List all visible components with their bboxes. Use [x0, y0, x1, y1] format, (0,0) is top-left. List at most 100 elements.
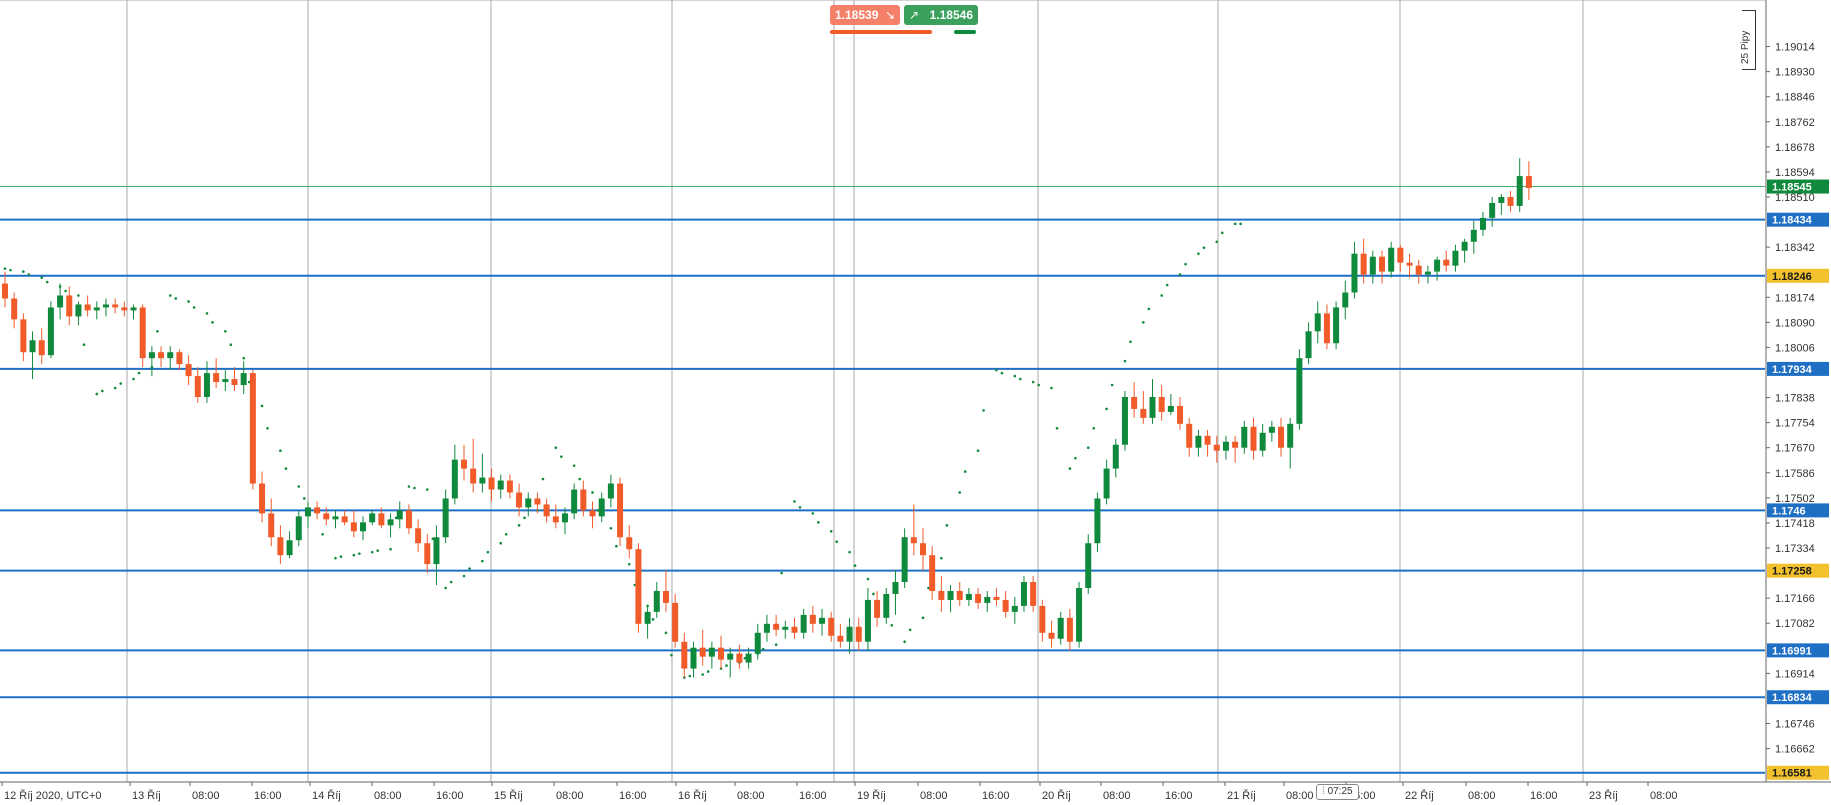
candle-body — [1287, 423, 1294, 448]
candle-body — [1305, 331, 1312, 359]
level-price-tag-bg — [1767, 503, 1829, 518]
sar-dot — [596, 509, 600, 512]
candle-body — [901, 537, 908, 583]
level-price-tag: 1.16991 — [1772, 645, 1812, 657]
sar-dot — [982, 409, 985, 412]
candle-body — [259, 483, 266, 514]
sar-dot — [242, 356, 245, 360]
time-tick-label: 16:00 — [1530, 790, 1558, 802]
candle-body — [387, 519, 394, 526]
candle-body — [993, 596, 1000, 600]
candle-body — [626, 537, 633, 550]
candle-body — [1131, 396, 1138, 409]
sar-dot — [793, 500, 796, 503]
candle-body — [1489, 202, 1496, 218]
candle-body — [148, 352, 155, 359]
sar-dot — [1147, 307, 1151, 311]
price-tick-label: 1.18174 — [1775, 292, 1815, 304]
time-tick-label: 20 Říj — [1042, 789, 1071, 802]
price-axis: 1.19014 1.18930 1.18846 1.18762 1.18678 1.185… — [1766, 42, 1815, 756]
bid-button[interactable]: 1.18539 ↘ — [830, 5, 900, 25]
sar-dot — [1184, 262, 1187, 266]
scale-note-label: 25 Pipy — [1740, 30, 1751, 64]
arrow-up-right-icon: ↗ — [909, 8, 920, 22]
candle-body — [1360, 253, 1367, 275]
time-tick-label: 22 Říj — [1405, 789, 1434, 802]
candle-body — [369, 513, 376, 523]
sar-dot — [224, 330, 227, 333]
price-tick-label: 1.18006 — [1775, 342, 1815, 354]
level-price-tag-bg — [1767, 212, 1829, 227]
candle-body — [864, 599, 871, 642]
sar-dot — [284, 467, 288, 470]
candle-body — [350, 522, 357, 532]
candle-body — [1406, 262, 1413, 266]
bid-price: 1.18539 — [835, 8, 879, 22]
candle-body — [525, 498, 532, 508]
sar-dot — [27, 273, 31, 276]
sar-dot — [780, 571, 783, 575]
candle-body — [1048, 632, 1055, 639]
crosshair-time-label: ⁞ 07:25 — [1316, 784, 1359, 800]
sar-dot — [541, 477, 545, 481]
candle-body — [672, 602, 679, 642]
candle-body — [1434, 259, 1441, 272]
sar-dot — [945, 524, 949, 527]
level-price-tag: 1.1746 — [1772, 505, 1806, 517]
price-tick-label: 1.17082 — [1775, 618, 1815, 630]
sar-dot — [829, 529, 833, 533]
sar-dot — [119, 382, 122, 385]
sar-dot — [95, 392, 99, 396]
candle-body — [1186, 423, 1193, 448]
sar-dot — [279, 449, 282, 452]
ask-button[interactable]: ↗ 1.18546 — [904, 5, 978, 25]
level-price-tag-bg — [1767, 690, 1829, 705]
price-tick-label: 1.17166 — [1775, 593, 1815, 605]
level-price-tag: 1.18246 — [1772, 271, 1812, 283]
sar-dot — [872, 592, 875, 596]
candle-body — [1278, 426, 1285, 448]
candle-body — [130, 307, 137, 311]
price-tick-label: 1.18846 — [1775, 92, 1815, 104]
candle-body — [121, 307, 128, 311]
sar-dot — [743, 656, 747, 660]
sar-dot — [394, 516, 398, 520]
candle-body — [1498, 196, 1505, 203]
sar-dot — [1142, 321, 1145, 324]
sar-dot — [963, 470, 967, 473]
sar-dot — [113, 386, 117, 390]
candle-body — [809, 614, 816, 624]
time-tick-label: 14 Říj — [312, 789, 341, 802]
candle-body — [1076, 587, 1083, 642]
candle-body — [1066, 617, 1073, 642]
candle-body — [534, 498, 541, 505]
sar-dot — [523, 516, 526, 520]
price-tick-label: 1.18678 — [1775, 142, 1815, 154]
current-price-tag-bg — [1767, 179, 1829, 194]
candle-body — [213, 373, 220, 383]
candle-body — [699, 647, 706, 657]
candle-body — [176, 352, 183, 365]
candle-body — [561, 513, 568, 523]
sar-dot — [1086, 446, 1090, 450]
time-tick-label: 16:00 — [619, 790, 647, 802]
time-tick-label: 08:00 — [737, 790, 765, 802]
time-tick-label: 08:00 — [374, 790, 402, 802]
sar-dot — [132, 377, 135, 381]
time-tick-label: 15 Říj — [494, 789, 523, 802]
sar-dot — [609, 526, 613, 530]
candle-body — [332, 516, 339, 520]
price-tick-label: 1.18090 — [1775, 317, 1815, 329]
candle-body — [323, 513, 330, 520]
sar-dot — [578, 477, 581, 481]
candle-body — [433, 537, 440, 565]
sar-dot — [976, 449, 980, 452]
sar-dot — [848, 550, 851, 554]
candle-body — [718, 647, 725, 660]
sar-dot — [358, 552, 361, 555]
candle-body — [1250, 426, 1257, 451]
candle-body — [1204, 435, 1211, 445]
candle-body — [1241, 426, 1248, 448]
